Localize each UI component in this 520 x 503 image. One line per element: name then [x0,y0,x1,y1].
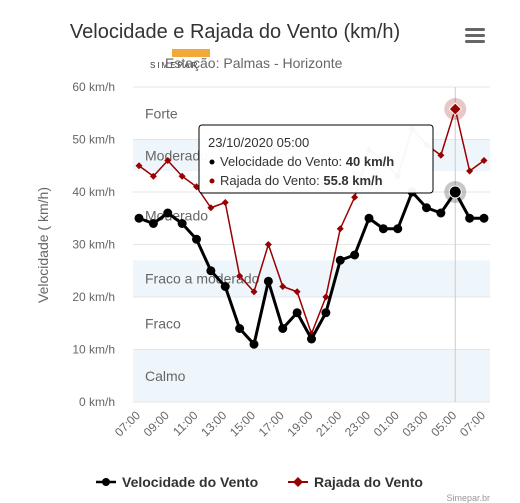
series-0-point-13 [321,308,331,318]
series-0-point-21 [436,208,446,218]
series-0-point-7 [235,324,245,333]
tooltip-value-gust: 55.8 km/h [323,173,382,188]
legend-item-gust[interactable]: Rajada do Vento [288,474,423,490]
band-label-4: Moderado [145,147,208,163]
series-0-point-11 [292,308,302,318]
series-1-point-9 [264,241,272,248]
series-1-point-8 [250,288,258,296]
series-1-point-2 [164,157,172,164]
legend: Velocidade do Vento Rajada do Vento [96,474,423,490]
tooltip-bullet-speed [209,159,215,165]
series-0-point-0 [134,213,144,223]
tooltip-line-gust: Rajada do Vento: 55.8 km/h [220,173,383,188]
series-0-point-23 [465,213,475,223]
x-tick-7: 21:00 [313,408,344,439]
chart-subtitle: Estação: Palmas - Horizonte [165,55,343,71]
x-axis-ticks: 07:0009:0011:0013:0015:0017:0019:0021:00… [112,408,488,439]
series-1-point-11 [293,288,301,296]
series-0-point-15 [350,250,360,260]
series-1-point-4 [193,183,200,191]
x-tick-0: 07:00 [112,408,143,439]
x-tick-1: 09:00 [141,408,172,439]
y-tick-0: 0 km/h [79,395,115,409]
series-1-point-14 [336,225,344,233]
x-tick-10: 03:00 [399,408,430,439]
series-1-point-24 [480,157,488,164]
series-1-point-6 [221,199,229,206]
series-1-point-23 [466,167,474,175]
x-tick-11: 05:00 [428,408,459,439]
series-0-point-24 [479,213,489,223]
series-0-point-16 [364,213,374,223]
series-1-point-0 [135,162,143,170]
x-tick-5: 17:00 [256,408,287,439]
legend-label-speed: Velocidade do Vento [122,474,258,490]
series-0-point-2 [163,208,173,218]
y-tick-1: 10 km/h [72,343,115,357]
series-layer [134,98,489,349]
x-tick-12: 07:00 [457,408,488,439]
series-0-point-4 [192,234,201,244]
series-0-point-5 [206,266,216,276]
series-1-point-22 [448,102,462,116]
series-0-point-20 [422,203,431,213]
series-0-point-12 [307,334,316,344]
band-label-2: Fraco a moderado [145,271,260,287]
band-label-5: Forte [145,105,178,121]
band-label-0: Calmo [145,368,186,384]
tooltip-value-speed: 40 km/h [346,154,394,169]
series-0-point-17 [378,224,388,234]
y-tick-6: 60 km/h [72,80,115,94]
x-tick-9: 01:00 [371,408,402,439]
y-tick-2: 20 km/h [72,290,115,304]
series-1-point-13 [322,293,330,301]
series-0-point-14 [335,255,345,265]
band-label-1: Fraco [145,315,181,331]
band-0 [133,349,490,402]
y-tick-5: 50 km/h [72,133,115,147]
series-1-point-7 [236,272,244,280]
legend-item-speed[interactable]: Velocidade do Vento [96,474,258,490]
tooltip-date: 23/10/2020 05:00 [208,135,309,150]
x-tick-2: 11:00 [170,408,201,439]
series-0-point-18 [393,224,403,234]
series-0-point-1 [148,219,158,228]
series-0-point-6 [220,282,230,291]
series-0-point-3 [177,219,187,228]
series-0-point-9 [263,276,273,286]
menu-icon[interactable] [465,28,485,43]
legend-label-gust: Rajada do Vento [314,474,423,490]
series-0-point-8 [249,339,259,349]
credits[interactable]: Simepar.br [446,493,490,503]
series-1-point-5 [207,204,215,212]
series-1-point-1 [149,172,157,180]
tooltip-bullet-gust [209,178,215,184]
y-tick-3: 30 km/h [72,238,115,252]
tooltip: 23/10/2020 05:00 Velocidade do Vento: 40… [198,124,434,194]
series-1-point-3 [178,172,186,180]
tooltip-label-gust: Rajada do Vento: [220,173,323,188]
tooltip-line-speed: Velocidade do Vento: 40 km/h [220,154,394,169]
band-2 [133,260,490,297]
chart-title: Velocidade e Rajada do Vento (km/h) [70,21,400,43]
x-tick-3: 13:00 [198,408,229,439]
x-tick-8: 23:00 [342,408,373,439]
series-1-point-21 [437,151,445,159]
tooltip-label-speed: Velocidade do Vento: [220,154,346,169]
y-tick-4: 40 km/h [72,185,115,199]
series-0-point-22 [448,185,462,199]
y-axis-ticks: 0 km/h 10 km/h 20 km/h 30 km/h 40 km/h 50 km/… [72,80,115,409]
y-axis-title: Velocidade ( km/h) [35,187,51,303]
series-1-point-15 [351,193,359,201]
x-tick-6: 19:00 [284,408,315,439]
x-tick-4: 15:00 [227,408,258,439]
series-1-point-10 [279,283,287,290]
simepar-logo: SIMEPAR [150,49,210,70]
logo-text: SIMEPAR [150,61,199,70]
series-0-point-10 [278,324,288,333]
